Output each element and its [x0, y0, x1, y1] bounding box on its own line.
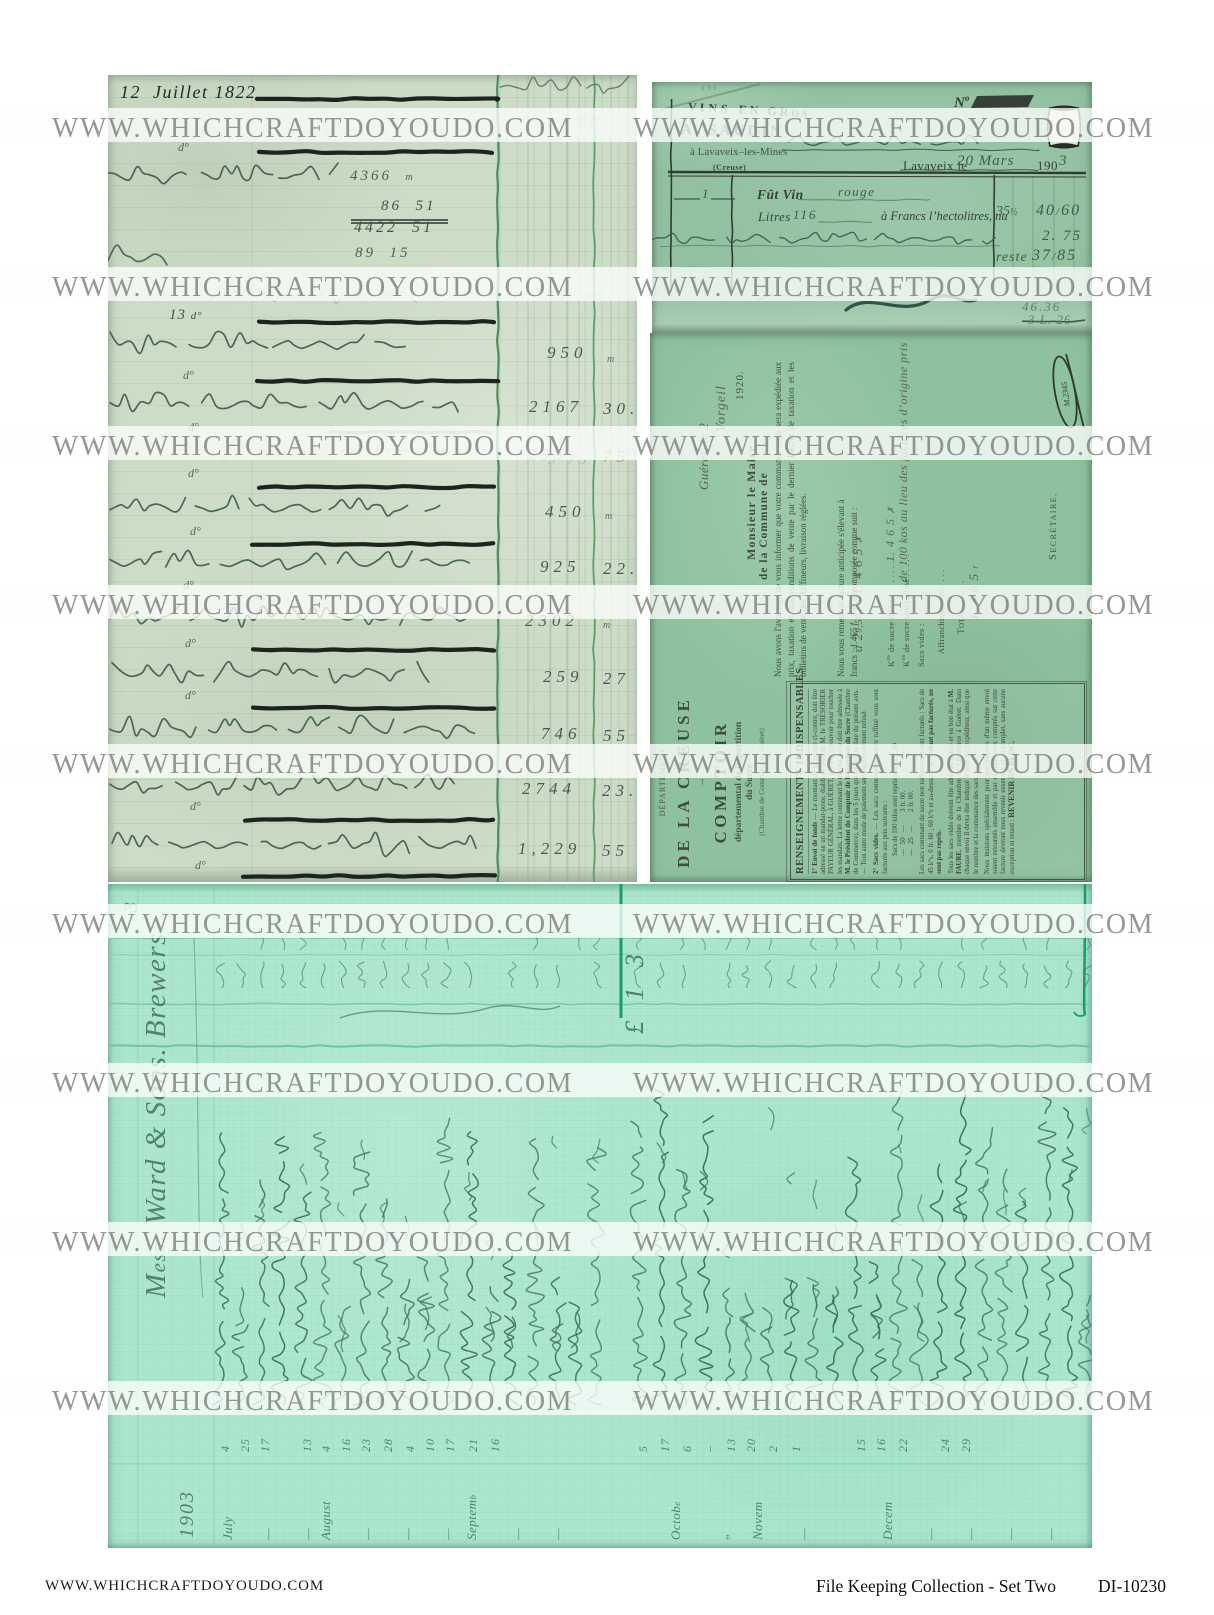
svg-text:M.2345: M.2345: [1060, 381, 1072, 408]
